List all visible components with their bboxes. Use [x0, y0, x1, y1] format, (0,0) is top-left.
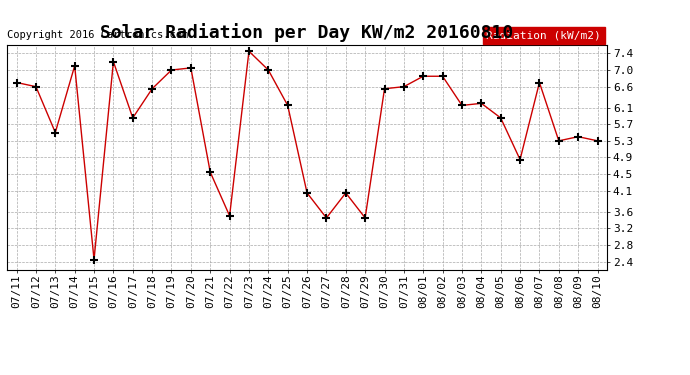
Title: Solar Radiation per Day KW/m2 20160810: Solar Radiation per Day KW/m2 20160810 — [101, 23, 513, 42]
Text: Radiation (kW/m2): Radiation (kW/m2) — [486, 30, 601, 40]
Text: Copyright 2016 Cartronics.com: Copyright 2016 Cartronics.com — [7, 30, 188, 40]
